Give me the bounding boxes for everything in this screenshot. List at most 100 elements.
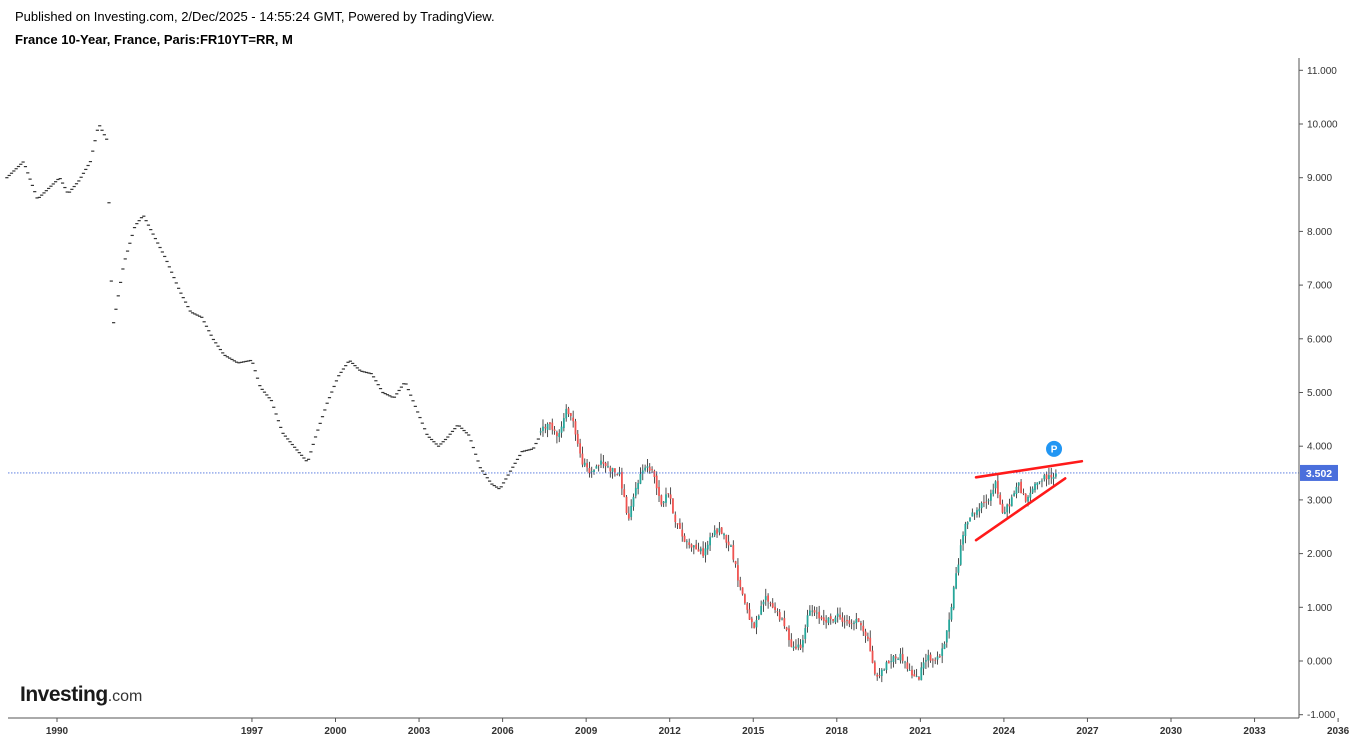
candle — [637, 483, 640, 489]
candle — [572, 417, 575, 422]
x-tick-label: 2036 — [1327, 726, 1350, 737]
x-tick-label: 2027 — [1076, 726, 1099, 737]
last-price-label: 3.502 — [1306, 468, 1332, 480]
candle — [764, 596, 767, 601]
candle — [771, 603, 774, 608]
candle — [862, 625, 865, 632]
candle — [890, 661, 893, 663]
candle — [674, 514, 677, 523]
candle — [695, 544, 698, 550]
candle — [634, 487, 637, 496]
candle — [685, 541, 688, 543]
candle — [846, 620, 848, 621]
candle — [562, 418, 565, 429]
candle — [774, 606, 776, 610]
candle — [871, 650, 874, 663]
candle — [1054, 473, 1057, 477]
candle — [632, 496, 635, 507]
x-axis: 1990 1997 2000 2003 2006 2009 2012 2015 2018 2021… — [8, 717, 1350, 737]
candle — [806, 615, 809, 628]
candle — [897, 659, 899, 661]
candle — [925, 660, 927, 662]
candle — [976, 510, 978, 515]
candle — [938, 655, 941, 657]
candle — [1001, 503, 1004, 513]
candle — [876, 674, 879, 677]
candle — [623, 489, 626, 497]
y-tick-label: 7.000 — [1307, 281, 1332, 292]
candle — [593, 469, 595, 472]
candle — [699, 548, 702, 552]
candle — [676, 523, 679, 525]
x-tick-label: 2024 — [993, 726, 1016, 737]
candle — [1048, 475, 1050, 479]
candle — [706, 544, 709, 550]
candle — [971, 512, 974, 517]
marker-p-label: P — [1051, 444, 1058, 455]
candle — [934, 659, 937, 661]
candle — [757, 615, 760, 619]
candle — [739, 579, 742, 588]
candle — [662, 501, 665, 504]
candle — [604, 463, 607, 467]
chart-title: France 10-Year, France, Paris:FR10YT=RR,… — [15, 32, 293, 47]
candle — [834, 617, 837, 623]
candle — [620, 471, 623, 489]
candle — [667, 493, 670, 495]
candle — [1052, 476, 1055, 479]
candle — [648, 466, 651, 471]
candle — [681, 529, 684, 537]
candle — [551, 422, 554, 430]
candle — [614, 468, 616, 473]
candle — [556, 432, 558, 437]
candle — [630, 505, 633, 518]
candle — [595, 466, 598, 469]
candle — [702, 548, 705, 557]
candle — [781, 618, 783, 620]
candle — [539, 431, 542, 433]
candle — [927, 655, 930, 661]
candle — [804, 628, 807, 639]
candle — [969, 517, 971, 522]
candle — [581, 453, 584, 465]
candle — [1043, 475, 1046, 480]
candle — [959, 545, 962, 565]
marker-p-icon — [1046, 440, 1063, 457]
candle — [887, 661, 890, 664]
candle — [646, 466, 649, 468]
candle — [878, 675, 881, 676]
candle — [783, 618, 786, 627]
candle — [1008, 504, 1011, 507]
candle — [720, 527, 723, 534]
candle — [904, 661, 906, 663]
candle — [795, 646, 797, 649]
y-tick-label: 6.000 — [1307, 334, 1332, 345]
candle — [665, 494, 667, 503]
y-tick-label: 5.000 — [1307, 388, 1332, 399]
published-caption: Published on Investing.com, 2/Dec/2025 -… — [15, 9, 495, 24]
candle — [748, 609, 751, 620]
candle — [1006, 504, 1009, 513]
candle — [741, 587, 744, 595]
candle — [943, 643, 946, 649]
candle — [1036, 482, 1039, 486]
candle — [1017, 482, 1020, 486]
candle — [655, 475, 658, 489]
candle — [560, 426, 563, 433]
candle — [994, 481, 997, 489]
candle — [843, 621, 846, 623]
candle — [713, 530, 716, 536]
x-tick-label: 2033 — [1243, 726, 1266, 737]
candle — [841, 617, 844, 622]
candle — [913, 674, 916, 677]
candle — [1013, 493, 1016, 496]
candle — [996, 480, 999, 495]
y-tick-label: 3.000 — [1307, 495, 1332, 506]
candle — [797, 644, 800, 648]
candles — [5, 125, 1057, 683]
candle — [980, 502, 983, 509]
candle — [818, 611, 821, 619]
candle — [813, 610, 816, 613]
candle — [760, 605, 763, 615]
